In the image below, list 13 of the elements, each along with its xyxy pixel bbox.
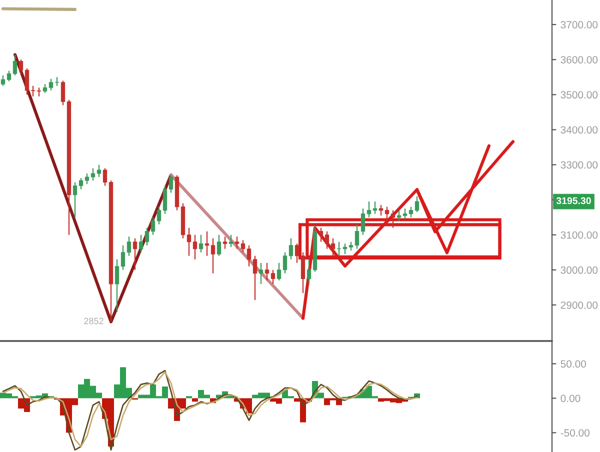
y-tick-label: 3600.00: [560, 56, 598, 64]
y-tick-label: 50.00: [560, 360, 586, 368]
y-tick-label: 3100.00: [560, 231, 598, 239]
y-tick-label: 2900.00: [560, 301, 598, 309]
y-tick-label: -50.00: [560, 429, 590, 437]
y-tick-label: 3400.00: [560, 126, 598, 134]
y-tick-label: 3300.00: [560, 161, 598, 169]
y-tick-label: 0.00: [560, 394, 580, 402]
text: 3195.30: [556, 197, 591, 204]
y-tick-label: 3700.00: [560, 21, 598, 28]
y-tick-label: 3000.00: [560, 266, 598, 274]
y-tick-label: 3500.00: [560, 91, 598, 99]
annotation: 2852: [84, 318, 104, 324]
